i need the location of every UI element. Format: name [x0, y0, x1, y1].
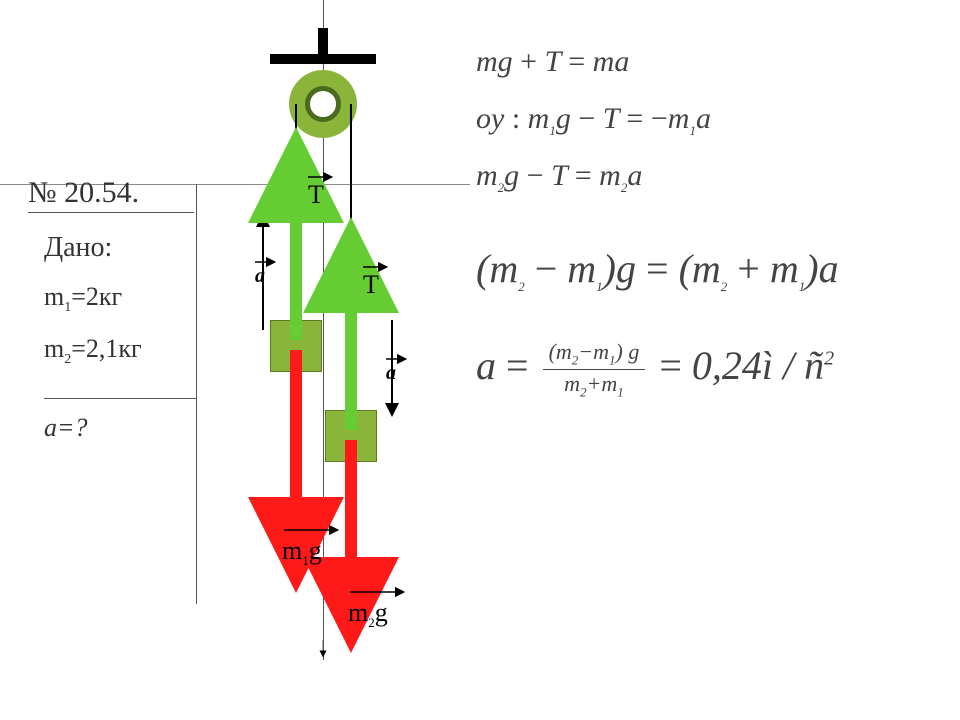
mass-block-2	[325, 410, 377, 462]
label-a-right: a	[386, 362, 396, 385]
label-T-right: T	[363, 270, 379, 300]
result-fraction: (m2−m1) g m2+m1	[543, 338, 646, 402]
physics-slide: № 20.54. Дано: m1=2кг m2=2,1кг а=?	[0, 0, 960, 720]
given-m2: m2=2,1кг	[44, 334, 196, 368]
divider-vertical	[196, 184, 197, 604]
problem-number: № 20.54.	[28, 176, 194, 213]
given-label: Дано:	[44, 232, 196, 264]
given-block: Дано: m1=2кг m2=2,1кг а=?	[44, 232, 196, 443]
pulley-diagram: T T a a m1g m2g	[200, 0, 460, 660]
eq-oy-m2: m2g − T = m2a	[476, 150, 946, 201]
string-right	[350, 104, 352, 414]
given-ask: а=?	[44, 413, 196, 443]
eq-oy-m1: oy : m1g − T = −m1a	[476, 93, 946, 144]
label-a-left: a	[255, 265, 265, 288]
pulley-hub	[305, 86, 341, 122]
label-m1g: m1g	[282, 536, 322, 569]
eq-sum: (m2 − m1)g = (m2 + m1)a	[476, 243, 946, 296]
mass-block-1	[270, 320, 322, 372]
support-beam	[270, 54, 376, 64]
equations-block: mg + T = ma oy : m1g − T = −m1a m2g − T …	[476, 36, 946, 407]
given-m1: m1=2кг	[44, 282, 196, 316]
eq-newton-general: mg + T = ma	[476, 36, 946, 87]
string-left	[295, 104, 297, 324]
label-m2g: m2g	[348, 598, 388, 631]
label-T-left: T	[308, 180, 324, 210]
eq-result: a = (m2−m1) g m2+m1 = 0,24ì / ñ2	[476, 338, 946, 402]
given-rule	[44, 398, 196, 399]
